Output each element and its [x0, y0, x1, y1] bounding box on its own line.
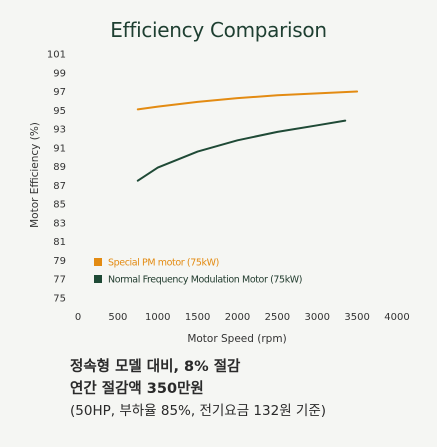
y-tick-label: 87	[53, 181, 66, 192]
y-tick-label: 81	[53, 237, 66, 248]
x-tick-label: 2500	[265, 312, 290, 323]
x-tick-label: 3500	[344, 312, 369, 323]
legend-swatch-1	[94, 275, 102, 283]
y-axis-label: Motor Efficiency (%)	[29, 122, 41, 228]
y-tick-label: 99	[53, 68, 66, 79]
y-tick-label: 79	[53, 256, 66, 267]
y-tick-labels: 75 77 79 81 83 85 87 89 91 93 95 97 99 101	[47, 50, 66, 305]
y-tick-label: 85	[53, 200, 66, 211]
series-line-0	[136, 90, 359, 111]
legend-label-1: Normal Frequency Modulation Motor (75kW)	[108, 275, 302, 286]
y-tick-label: 97	[53, 87, 66, 98]
savings-caption: 정속형 모델 대비, 8% 절감 연간 절감액 350만원 (50HP, 부하율…	[70, 356, 430, 422]
y-tick-label: 101	[47, 50, 66, 61]
x-tick-labels: 0 500 1000 1500 2000 2500 3000 3500 4000	[75, 312, 410, 323]
x-tick-label: 2000	[225, 312, 250, 323]
x-tick-label: 4000	[384, 312, 409, 323]
efficiency-line-chart: Motor Efficiency (%) Motor Speed (rpm) 7…	[29, 50, 410, 346]
y-tick-label: 75	[53, 294, 66, 305]
y-tick-label: 93	[53, 125, 66, 136]
y-tick-label: 89	[53, 162, 66, 173]
caption-conditions: (50HP, 부하율 85%, 전기요금 132원 기준)	[70, 403, 327, 419]
x-tick-label: 0	[75, 312, 81, 323]
y-tick-label: 83	[53, 218, 66, 229]
y-tick-label: 77	[53, 275, 66, 286]
y-tick-label: 91	[53, 143, 66, 154]
x-tick-label: 3000	[305, 312, 330, 323]
series-line-1	[136, 119, 347, 182]
x-tick-label: 500	[108, 312, 127, 323]
series-lines	[136, 90, 359, 182]
x-axis-label: Motor Speed (rpm)	[187, 333, 286, 345]
x-tick-label: 1500	[185, 312, 210, 323]
x-tick-label: 1000	[145, 312, 170, 323]
legend: Special PM motor (75kW) Normal Frequency …	[94, 258, 303, 286]
chart-title: Efficiency Comparison	[110, 18, 327, 42]
caption-savings-percent: 정속형 모델 대비, 8% 절감	[70, 359, 241, 375]
caption-annual-savings: 연간 절감액 350만원	[70, 381, 204, 397]
y-tick-label: 95	[53, 106, 66, 117]
legend-label-0: Special PM motor (75kW)	[108, 258, 219, 269]
legend-swatch-0	[94, 258, 102, 266]
